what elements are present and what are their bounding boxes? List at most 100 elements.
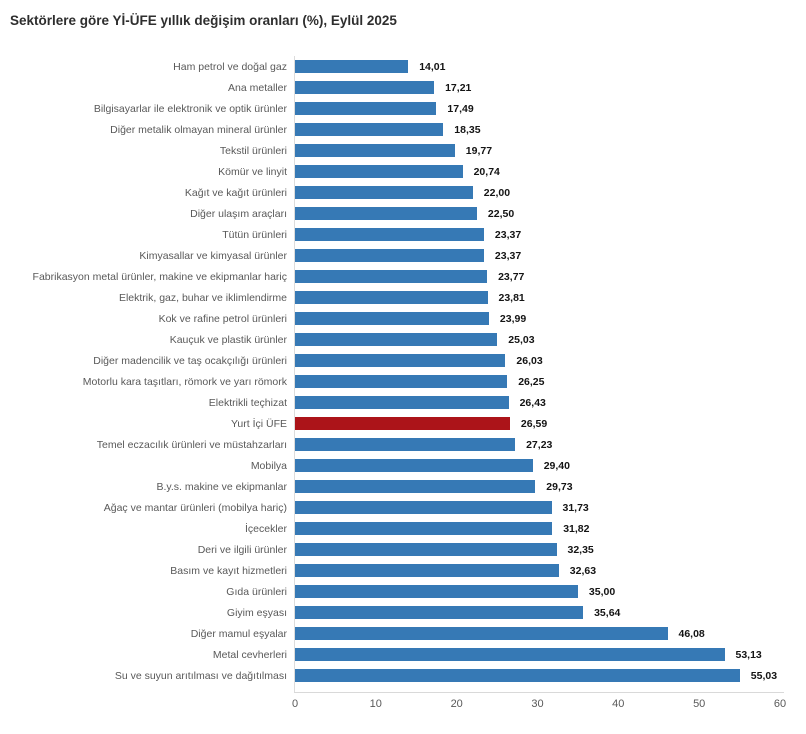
bar-row: Kok ve rafine petrol ürünleri 23,99 — [0, 308, 806, 329]
bar[interactable] — [295, 543, 557, 556]
value-label: 27,23 — [526, 438, 553, 451]
bar-track: 35,00 — [295, 581, 806, 602]
bar-row: Yurt İçi ÜFE 26,59 — [0, 413, 806, 434]
bar[interactable] — [295, 123, 444, 136]
value-label: 53,13 — [735, 648, 762, 661]
bar[interactable] — [295, 669, 740, 682]
bar-track: 22,00 — [295, 182, 806, 203]
bar[interactable] — [295, 606, 584, 619]
bar[interactable] — [295, 186, 473, 199]
bar-track: 17,21 — [295, 77, 806, 98]
bar[interactable] — [295, 501, 552, 514]
bar-row: Motorlu kara taşıtları, römork ve yarı r… — [0, 371, 806, 392]
bar[interactable] — [295, 291, 488, 304]
value-label: 35,00 — [588, 585, 616, 598]
x-tick-label: 10 — [369, 698, 382, 710]
category-label: Giyim eşyası — [226, 606, 287, 619]
bar[interactable] — [295, 333, 498, 346]
bar[interactable] — [295, 102, 437, 115]
bar[interactable] — [295, 207, 477, 220]
category-label: Kağıt ve kağıt ürünleri — [184, 186, 287, 199]
bar-row: B.y.s. makine ve ekipmanlar 29,73 — [0, 476, 806, 497]
bar-track: 29,40 — [295, 455, 806, 476]
value-label: 31,73 — [562, 501, 589, 514]
bar-track: 23,37 — [295, 245, 806, 266]
bar-track: 26,43 — [295, 392, 806, 413]
value-label: 32,35 — [567, 543, 594, 556]
bar[interactable] — [295, 60, 409, 73]
bar-track: 25,03 — [295, 329, 806, 350]
bar[interactable] — [295, 249, 484, 262]
x-tick-label: 50 — [693, 698, 706, 710]
bar[interactable] — [295, 585, 578, 598]
value-label: 23,37 — [494, 249, 522, 262]
bar[interactable] — [295, 270, 488, 283]
bar-row: Metal cevherleri 53,13 — [0, 644, 806, 665]
bar-row: Tütün ürünleri 23,37 — [0, 224, 806, 245]
bar-row: Elektrik, gaz, buhar ve iklimlendirme 23,… — [0, 287, 806, 308]
value-label: 25,03 — [508, 333, 535, 346]
bar-row: Diğer mamul eşyalar 46,08 — [0, 623, 806, 644]
value-label: 19,77 — [465, 144, 493, 157]
bar-track: 29,73 — [295, 476, 806, 497]
value-label: 26,03 — [516, 354, 543, 367]
category-label: Gıda ürünleri — [226, 585, 287, 598]
bar[interactable] — [295, 459, 533, 472]
category-label: Ana metaller — [228, 81, 287, 94]
bar-row: Ham petrol ve doğal gaz 14,01 — [0, 56, 806, 77]
bar[interactable] — [295, 144, 455, 157]
bar-row: Bilgisayarlar ile elektronik ve optik ür… — [0, 98, 806, 119]
value-label: 29,73 — [546, 480, 573, 493]
bar-row: Kauçuk ve plastik ürünler 25,03 — [0, 329, 806, 350]
bar-track: 23,37 — [295, 224, 806, 245]
bar-row: Elektrikli teçhizat 26,43 — [0, 392, 806, 413]
x-tick-label: 30 — [531, 698, 544, 710]
highlight-bar[interactable] — [295, 417, 510, 430]
bar-row: Kimyasallar ve kimyasal ürünler 23,37 — [0, 245, 806, 266]
bar-track: 14,01 — [295, 56, 806, 77]
bar[interactable] — [295, 396, 509, 409]
category-label: B.y.s. makine ve ekipmanlar — [156, 480, 287, 493]
bar-track: 26,25 — [295, 371, 806, 392]
bar[interactable] — [295, 375, 508, 388]
bar-track: 31,82 — [295, 518, 806, 539]
category-label: Diğer mamul eşyalar — [190, 627, 287, 640]
bar[interactable] — [295, 354, 506, 367]
x-axis-tick-labels: 0 10 20 30 40 50 60 — [0, 698, 806, 714]
bar[interactable] — [295, 312, 489, 325]
bar[interactable] — [295, 564, 559, 577]
value-label: 22,50 — [487, 207, 515, 220]
bar-row: İçecekler 31,82 — [0, 518, 806, 539]
bar-row: Giyim eşyası 35,64 — [0, 602, 806, 623]
value-label: 31,82 — [563, 522, 590, 535]
bar[interactable] — [295, 480, 536, 493]
bar-row: Basım ve kayıt hizmetleri 32,63 — [0, 560, 806, 581]
bar[interactable] — [295, 165, 463, 178]
category-label: Motorlu kara taşıtları, römork ve yarı r… — [82, 375, 287, 388]
bar-row: Kağıt ve kağıt ürünleri 22,00 — [0, 182, 806, 203]
value-label: 23,77 — [498, 270, 525, 283]
x-tick-label: 60 — [773, 698, 787, 710]
bar-row: Tekstil ürünleri 19,77 — [0, 140, 806, 161]
bar[interactable] — [295, 648, 725, 661]
bar-track: 53,13 — [295, 644, 806, 665]
bar[interactable] — [295, 228, 484, 241]
bar[interactable] — [295, 627, 668, 640]
value-label: 26,25 — [518, 375, 545, 388]
value-label: 23,81 — [498, 291, 525, 304]
value-label: 32,63 — [569, 564, 597, 577]
bar[interactable] — [295, 522, 553, 535]
value-label: 17,49 — [447, 102, 474, 115]
bar-row: Deri ve ilgili ürünler 32,35 — [0, 539, 806, 560]
value-label: 26,43 — [519, 396, 546, 409]
category-label: Elektrikli teçhizat — [208, 396, 287, 409]
category-label: Ham petrol ve doğal gaz — [173, 60, 287, 73]
value-label: 18,35 — [454, 123, 481, 136]
bar[interactable] — [295, 81, 435, 94]
category-label: Diğer madencilik ve taş ocakçılığı ürünl… — [93, 354, 287, 367]
bar[interactable] — [295, 438, 516, 451]
bar-track: 32,63 — [295, 560, 806, 581]
value-label: 22,00 — [483, 186, 511, 199]
category-label: Diğer ulaşım araçları — [190, 207, 287, 220]
bar-track: 55,03 — [295, 665, 806, 686]
